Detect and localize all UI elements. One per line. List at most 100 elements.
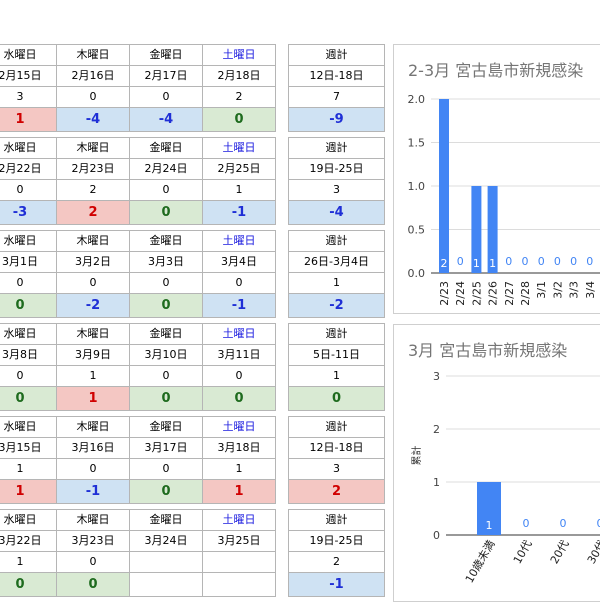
y-tick-label: 2 xyxy=(433,423,440,436)
table-row: 水曜日木曜日金曜日土曜日 xyxy=(0,324,276,345)
y-tick-label: 0 xyxy=(433,529,440,542)
total-diff-cell: -4 xyxy=(289,201,385,225)
x-tick-label: 10代 xyxy=(511,538,535,566)
data-label: 0 xyxy=(505,255,512,268)
table-row: 2 xyxy=(289,480,385,504)
total-diff-cell: 2 xyxy=(289,480,385,504)
count-cell: 3 xyxy=(0,87,57,108)
date-cell: 2月25日 xyxy=(203,159,276,180)
diff-cell: 0 xyxy=(0,294,57,318)
x-tick-label: 3/2 xyxy=(551,281,564,299)
table-row: 3 xyxy=(289,459,385,480)
diff-cell: 0 xyxy=(0,387,57,411)
total-diff-cell: -2 xyxy=(289,294,385,318)
data-label: 0 xyxy=(523,517,530,530)
count-cell: 1 xyxy=(0,552,57,573)
weekday-cell: 金曜日 xyxy=(130,231,203,252)
data-label: 0 xyxy=(522,255,529,268)
count-cell: 1 xyxy=(57,366,130,387)
y-tick-label: 0.0 xyxy=(408,267,426,280)
data-label: 0 xyxy=(457,255,464,268)
weekday-cell: 水曜日 xyxy=(0,510,57,531)
date-cell: 2月24日 xyxy=(130,159,203,180)
weekday-cell: 木曜日 xyxy=(57,417,130,438)
y-tick-label: 1.5 xyxy=(408,137,426,150)
date-cell: 2月22日 xyxy=(0,159,57,180)
table-row: 1 xyxy=(289,273,385,294)
diff-cell xyxy=(130,573,203,597)
total-range-cell: 5日-11日 xyxy=(289,345,385,366)
count-cell xyxy=(130,552,203,573)
weekday-cell: 金曜日 xyxy=(130,324,203,345)
table-row: -2 xyxy=(289,294,385,318)
count-cell: 1 xyxy=(0,459,57,480)
table-row: 12日-18日 xyxy=(289,66,385,87)
diff-cell xyxy=(203,573,276,597)
diff-cell: 1 xyxy=(57,387,130,411)
table-row: 7 xyxy=(289,87,385,108)
x-tick-label: 2/23 xyxy=(438,281,451,306)
data-label: 0 xyxy=(586,255,593,268)
weekday-cell: 木曜日 xyxy=(57,231,130,252)
x-tick-label: 3/3 xyxy=(568,281,581,299)
count-cell: 0 xyxy=(0,273,57,294)
table-row: 水曜日木曜日金曜日土曜日 xyxy=(0,417,276,438)
table-row: 19日-25日 xyxy=(289,159,385,180)
diff-cell: -3 xyxy=(0,201,57,225)
total-count-cell: 1 xyxy=(289,273,385,294)
diff-cell: 0 xyxy=(203,387,276,411)
bar xyxy=(439,99,449,273)
weekday-cell: 土曜日 xyxy=(203,231,276,252)
data-label: 1 xyxy=(489,257,496,270)
count-cell: 0 xyxy=(203,366,276,387)
data-label: 0 xyxy=(554,255,561,268)
date-cell: 3月2日 xyxy=(57,252,130,273)
weekday-cell: 木曜日 xyxy=(57,138,130,159)
count-cell xyxy=(203,552,276,573)
diff-cell: -1 xyxy=(203,201,276,225)
total-range-cell: 26日-3月4日 xyxy=(289,252,385,273)
weekday-cell: 水曜日 xyxy=(0,45,57,66)
daily-cases-plot: 2.01.51.00.50.022/2302/2412/2512/2602/27… xyxy=(394,45,600,313)
total-range-cell: 19日-25日 xyxy=(289,531,385,552)
total-label-cell: 週計 xyxy=(289,324,385,345)
table-row: 12日-18日 xyxy=(289,438,385,459)
x-tick-label: 30代 xyxy=(585,538,600,566)
diff-cell: 0 xyxy=(130,201,203,225)
date-cell: 2月17日 xyxy=(130,66,203,87)
y-axis-label: 累計 xyxy=(410,446,423,466)
data-label: 0 xyxy=(597,517,600,530)
count-cell: 0 xyxy=(0,180,57,201)
table-row: -1 xyxy=(289,573,385,597)
diff-cell: 0 xyxy=(130,480,203,504)
age-cases-plot: 3210累計110歳未満010代020代030代 xyxy=(394,325,600,601)
total-label-cell: 週計 xyxy=(289,138,385,159)
table-row: 3 xyxy=(289,180,385,201)
total-label-cell: 週計 xyxy=(289,510,385,531)
age-cases-chart: 3月 宮古島市新規感染 3210累計110歳未満010代020代030代 xyxy=(393,324,600,602)
date-cell: 3月25日 xyxy=(203,531,276,552)
table-row: 2 xyxy=(289,552,385,573)
diff-cell: 1 xyxy=(0,108,57,132)
count-cell: 0 xyxy=(57,459,130,480)
table-row: -4 xyxy=(289,201,385,225)
date-cell: 3月17日 xyxy=(130,438,203,459)
total-diff-cell: 0 xyxy=(289,387,385,411)
diff-cell: 0 xyxy=(203,108,276,132)
data-label: 2 xyxy=(441,257,448,270)
total-count-cell: 3 xyxy=(289,180,385,201)
total-diff-cell: -1 xyxy=(289,573,385,597)
table-row: 週計 xyxy=(289,231,385,252)
chart-title: 3月 宮古島市新規感染 xyxy=(408,337,567,361)
diff-cell: -4 xyxy=(130,108,203,132)
date-cell: 3月10日 xyxy=(130,345,203,366)
weekday-cell: 水曜日 xyxy=(0,138,57,159)
